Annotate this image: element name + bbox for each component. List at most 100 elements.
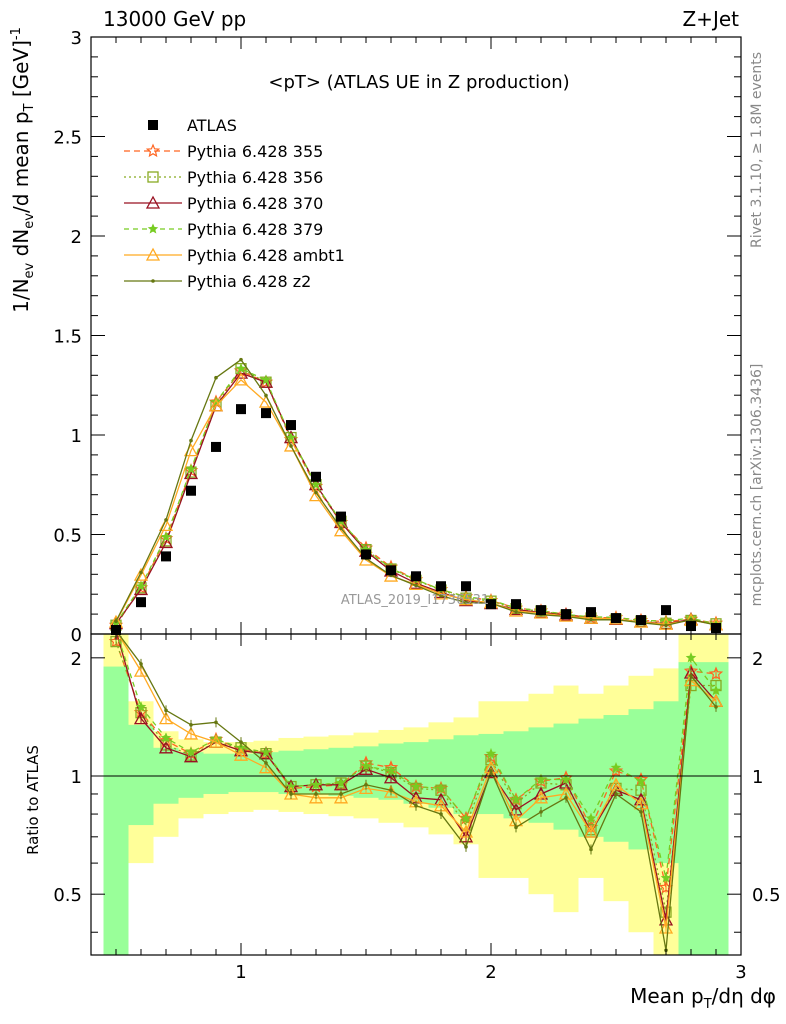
ratio-band-inner xyxy=(453,735,479,815)
main-series-marker xyxy=(439,593,443,598)
legend-marker-atlas xyxy=(148,120,158,130)
atlas-data-point xyxy=(586,607,596,618)
ratio-y-tick-label: 0.5 xyxy=(53,885,82,906)
main-series-marker xyxy=(133,582,149,596)
header-left: 13000 GeV pp xyxy=(103,7,246,31)
main-series-marker xyxy=(464,600,468,605)
main-series-marker xyxy=(208,398,224,412)
ratio-series-marker xyxy=(658,920,674,934)
atlas-data-point xyxy=(486,599,496,610)
atlas-data-point xyxy=(136,597,146,608)
ratio-series-marker xyxy=(635,775,647,786)
atlas-data-point xyxy=(611,613,621,624)
ratio-band-inner xyxy=(128,724,154,826)
main-series-marker xyxy=(383,568,399,582)
atlas-data-point xyxy=(211,441,221,452)
atlas-data-point xyxy=(186,485,196,496)
atlas-data-point xyxy=(361,549,371,560)
ratio-y-axis-label: Ratio to ATLAS xyxy=(24,745,42,855)
ratio-series-marker xyxy=(439,812,443,816)
legend-label: Pythia 6.428 379 xyxy=(187,220,323,239)
legend-marker xyxy=(145,247,161,261)
ratio-series-marker xyxy=(510,794,522,805)
ratio-series-marker xyxy=(708,666,724,681)
ratio-series-marker xyxy=(585,812,597,823)
legend: ATLAS Pythia 6.428 355 Pythia 6.428 356 Pyt… xyxy=(124,116,345,291)
main-series-marker xyxy=(589,617,593,622)
atlas-data-point xyxy=(161,551,171,562)
ratio-series-marker xyxy=(660,872,672,883)
y-tick-label: 2 xyxy=(71,227,82,248)
ratio-series-marker xyxy=(608,763,624,778)
ratio-series-marker xyxy=(208,734,224,748)
main-series-marker xyxy=(233,372,249,386)
chart-title: <pT> (ATLAS UE in Z production) xyxy=(268,72,569,93)
ratio-series-marker xyxy=(310,779,322,790)
legend-label: Pythia 6.428 370 xyxy=(187,194,323,213)
ratio-series-marker xyxy=(414,803,418,808)
legend-marker xyxy=(145,195,161,209)
x-axis-label: Mean pT/dη dφ xyxy=(630,984,776,1012)
main-series-marker xyxy=(258,374,274,388)
ratio-y-tick-label-right: 2 xyxy=(752,649,763,670)
ratio-series-marker xyxy=(214,720,218,725)
y-tick-label: 3 xyxy=(71,28,82,49)
atlas-data-point xyxy=(536,605,546,616)
ratio-series-marker xyxy=(335,777,347,788)
ratio-series-marker xyxy=(358,761,374,775)
main-series-marker xyxy=(189,438,193,443)
ratio-series-marker xyxy=(333,790,349,804)
ratio-series-marker xyxy=(464,845,468,849)
atlas-data-point xyxy=(311,471,321,482)
watermark: ATLAS_2019_I1736531 xyxy=(341,593,489,608)
ratio-y-tick-label: 1 xyxy=(71,767,82,788)
atlas-data-point xyxy=(336,511,346,522)
ratio-series-marker xyxy=(360,760,372,771)
ratio-series-marker xyxy=(385,765,397,776)
ratio-series-marker xyxy=(685,652,697,663)
atlas-data-point xyxy=(236,404,246,415)
ratio-series-marker xyxy=(339,792,343,796)
atlas-data-point xyxy=(436,581,446,592)
ratio-y-tick-label: 2 xyxy=(71,649,82,670)
ratio-series-marker xyxy=(410,781,422,792)
ratio-series-marker xyxy=(589,847,593,852)
ratio-band-inner xyxy=(103,666,129,955)
legend-label-atlas: ATLAS xyxy=(187,116,237,135)
ratio-series-marker xyxy=(158,711,174,725)
main-series-marker xyxy=(310,479,322,490)
ratio-series-marker xyxy=(314,792,318,796)
ratio-series-marker xyxy=(383,770,399,784)
main-series-marker xyxy=(139,570,143,575)
ratio-y-tick-label-right: 1 xyxy=(752,767,763,788)
ratio-series-marker xyxy=(158,740,174,754)
ratio-series-marker xyxy=(139,662,143,666)
ratio-band-inner xyxy=(678,662,704,955)
main-series-marker xyxy=(239,357,243,362)
atlas-data-point xyxy=(461,581,471,592)
ratio-series-marker xyxy=(539,810,543,814)
ratio-series-marker xyxy=(358,781,374,795)
rivet-label: Rivet 3.1.10, ≥ 1.8M events xyxy=(749,52,765,248)
header-right: Z+Jet xyxy=(682,7,739,31)
ratio-series-marker xyxy=(614,792,618,796)
atlas-data-point xyxy=(386,565,396,576)
legend-marker xyxy=(147,223,159,234)
legend-label: Pythia 6.428 ambt1 xyxy=(187,246,345,265)
main-series-marker xyxy=(358,552,374,566)
mcplots-label: mcplots.cern.ch [arXiv:1306.3436] xyxy=(749,364,765,607)
ratio-series-marker xyxy=(533,790,549,804)
ratio-y-tick-label-right: 0.5 xyxy=(752,885,781,906)
legend-marker xyxy=(151,279,155,283)
ratio-series-marker xyxy=(639,810,643,814)
main-series-marker xyxy=(260,374,272,385)
main-series-marker xyxy=(283,438,299,452)
main-series-marker xyxy=(264,393,268,398)
main-series-marker xyxy=(664,623,668,628)
ratio-series-marker xyxy=(160,732,172,743)
y-tick-label: 2.5 xyxy=(53,128,82,149)
main-series-marker xyxy=(214,375,218,380)
legend-marker xyxy=(147,171,159,183)
legend-marker xyxy=(145,143,161,158)
y-tick-label: 1 xyxy=(71,426,82,447)
